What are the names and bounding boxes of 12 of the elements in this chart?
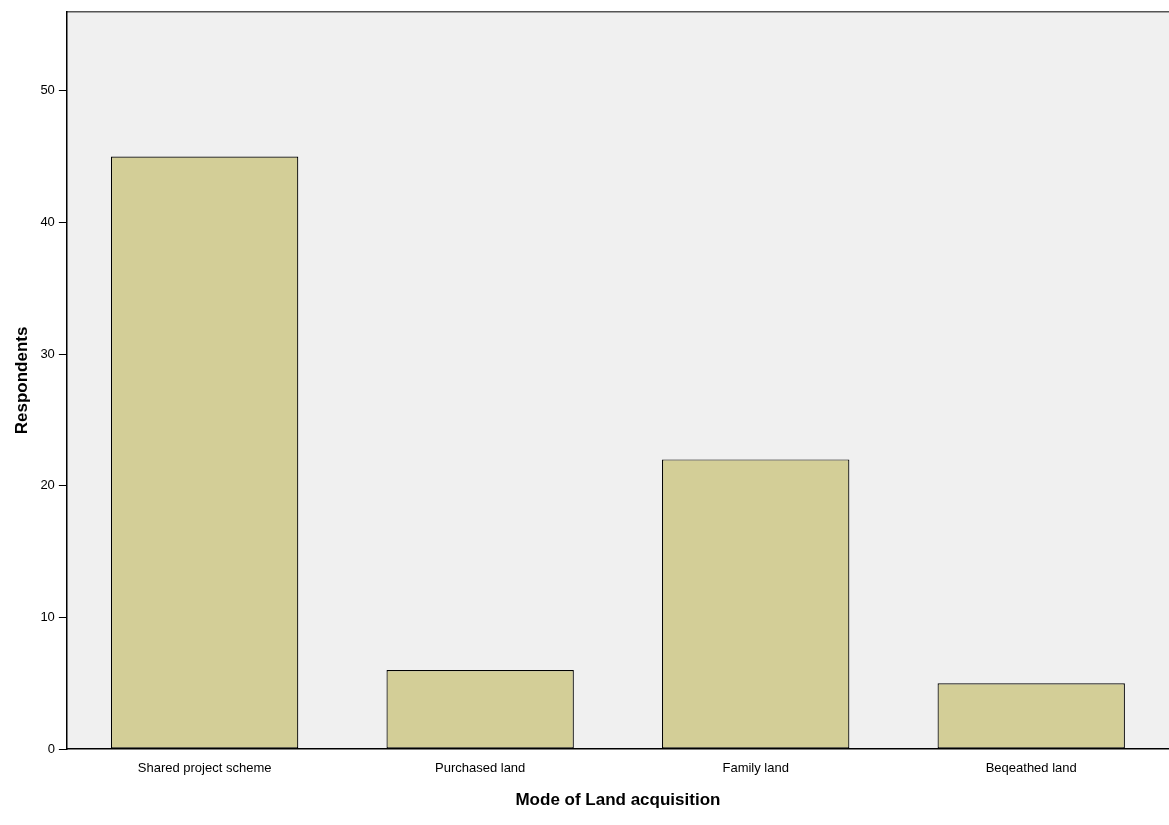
- y-axis-title: Respondents: [11, 326, 31, 435]
- x-tick-label: Beqeathed land: [985, 760, 1077, 776]
- y-tick-label: 20: [40, 477, 55, 493]
- x-tick-label: Family land: [722, 760, 789, 776]
- x-axis-title: Mode of Land acquisition: [515, 790, 721, 810]
- x-tick-label: Shared project scheme: [137, 760, 272, 776]
- y-tick-label: 50: [40, 82, 55, 98]
- x-tick-label: Purchased land: [434, 760, 526, 776]
- y-tick-label: 0: [47, 740, 55, 756]
- y-tick-label: 40: [40, 214, 55, 230]
- y-tick-label: 10: [40, 608, 55, 624]
- y-tick-label: 30: [40, 345, 55, 361]
